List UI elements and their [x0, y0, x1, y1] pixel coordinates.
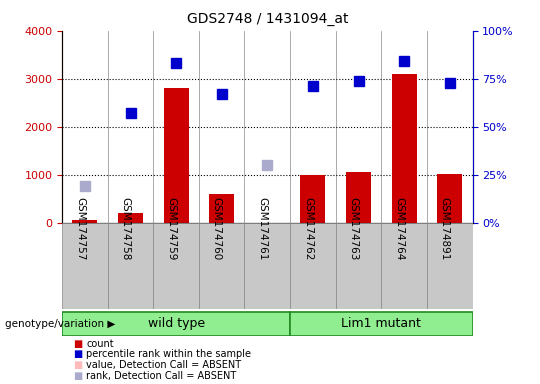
Text: GSM174891: GSM174891: [440, 197, 450, 260]
Bar: [346, 172, 371, 223]
Bar: [62, 311, 290, 336]
Title: GDS2748 / 1431094_at: GDS2748 / 1431094_at: [186, 12, 348, 25]
Bar: [199, 223, 245, 309]
Bar: [153, 223, 199, 309]
Bar: [392, 74, 417, 223]
Text: genotype/variation ▶: genotype/variation ▶: [5, 318, 116, 329]
Text: rank, Detection Call = ABSENT: rank, Detection Call = ABSENT: [86, 371, 237, 381]
Bar: [290, 223, 336, 309]
Text: ■: ■: [73, 349, 82, 359]
Text: Lim1 mutant: Lim1 mutant: [341, 317, 421, 330]
Text: GSM174761: GSM174761: [257, 197, 267, 260]
Text: GSM174760: GSM174760: [212, 197, 222, 260]
Bar: [72, 220, 97, 223]
Bar: [290, 311, 472, 336]
Text: count: count: [86, 339, 114, 349]
Bar: [62, 223, 107, 309]
Text: GSM174764: GSM174764: [394, 197, 404, 260]
Text: wild type: wild type: [147, 317, 205, 330]
Text: ■: ■: [73, 339, 82, 349]
Text: GSM174763: GSM174763: [348, 197, 359, 260]
Bar: [209, 194, 234, 223]
Text: value, Detection Call = ABSENT: value, Detection Call = ABSENT: [86, 360, 241, 370]
Text: ■: ■: [73, 360, 82, 370]
Text: ■: ■: [73, 371, 82, 381]
Text: GSM174759: GSM174759: [166, 197, 176, 260]
Bar: [427, 223, 472, 309]
Bar: [164, 88, 188, 223]
Text: GSM174762: GSM174762: [303, 197, 313, 260]
Text: GSM174757: GSM174757: [75, 197, 85, 260]
Bar: [107, 223, 153, 309]
Text: percentile rank within the sample: percentile rank within the sample: [86, 349, 252, 359]
Bar: [381, 223, 427, 309]
Bar: [437, 174, 462, 223]
Bar: [245, 223, 290, 309]
Bar: [336, 223, 381, 309]
Bar: [300, 175, 326, 223]
Text: GSM174758: GSM174758: [120, 197, 131, 260]
Bar: [118, 213, 143, 223]
